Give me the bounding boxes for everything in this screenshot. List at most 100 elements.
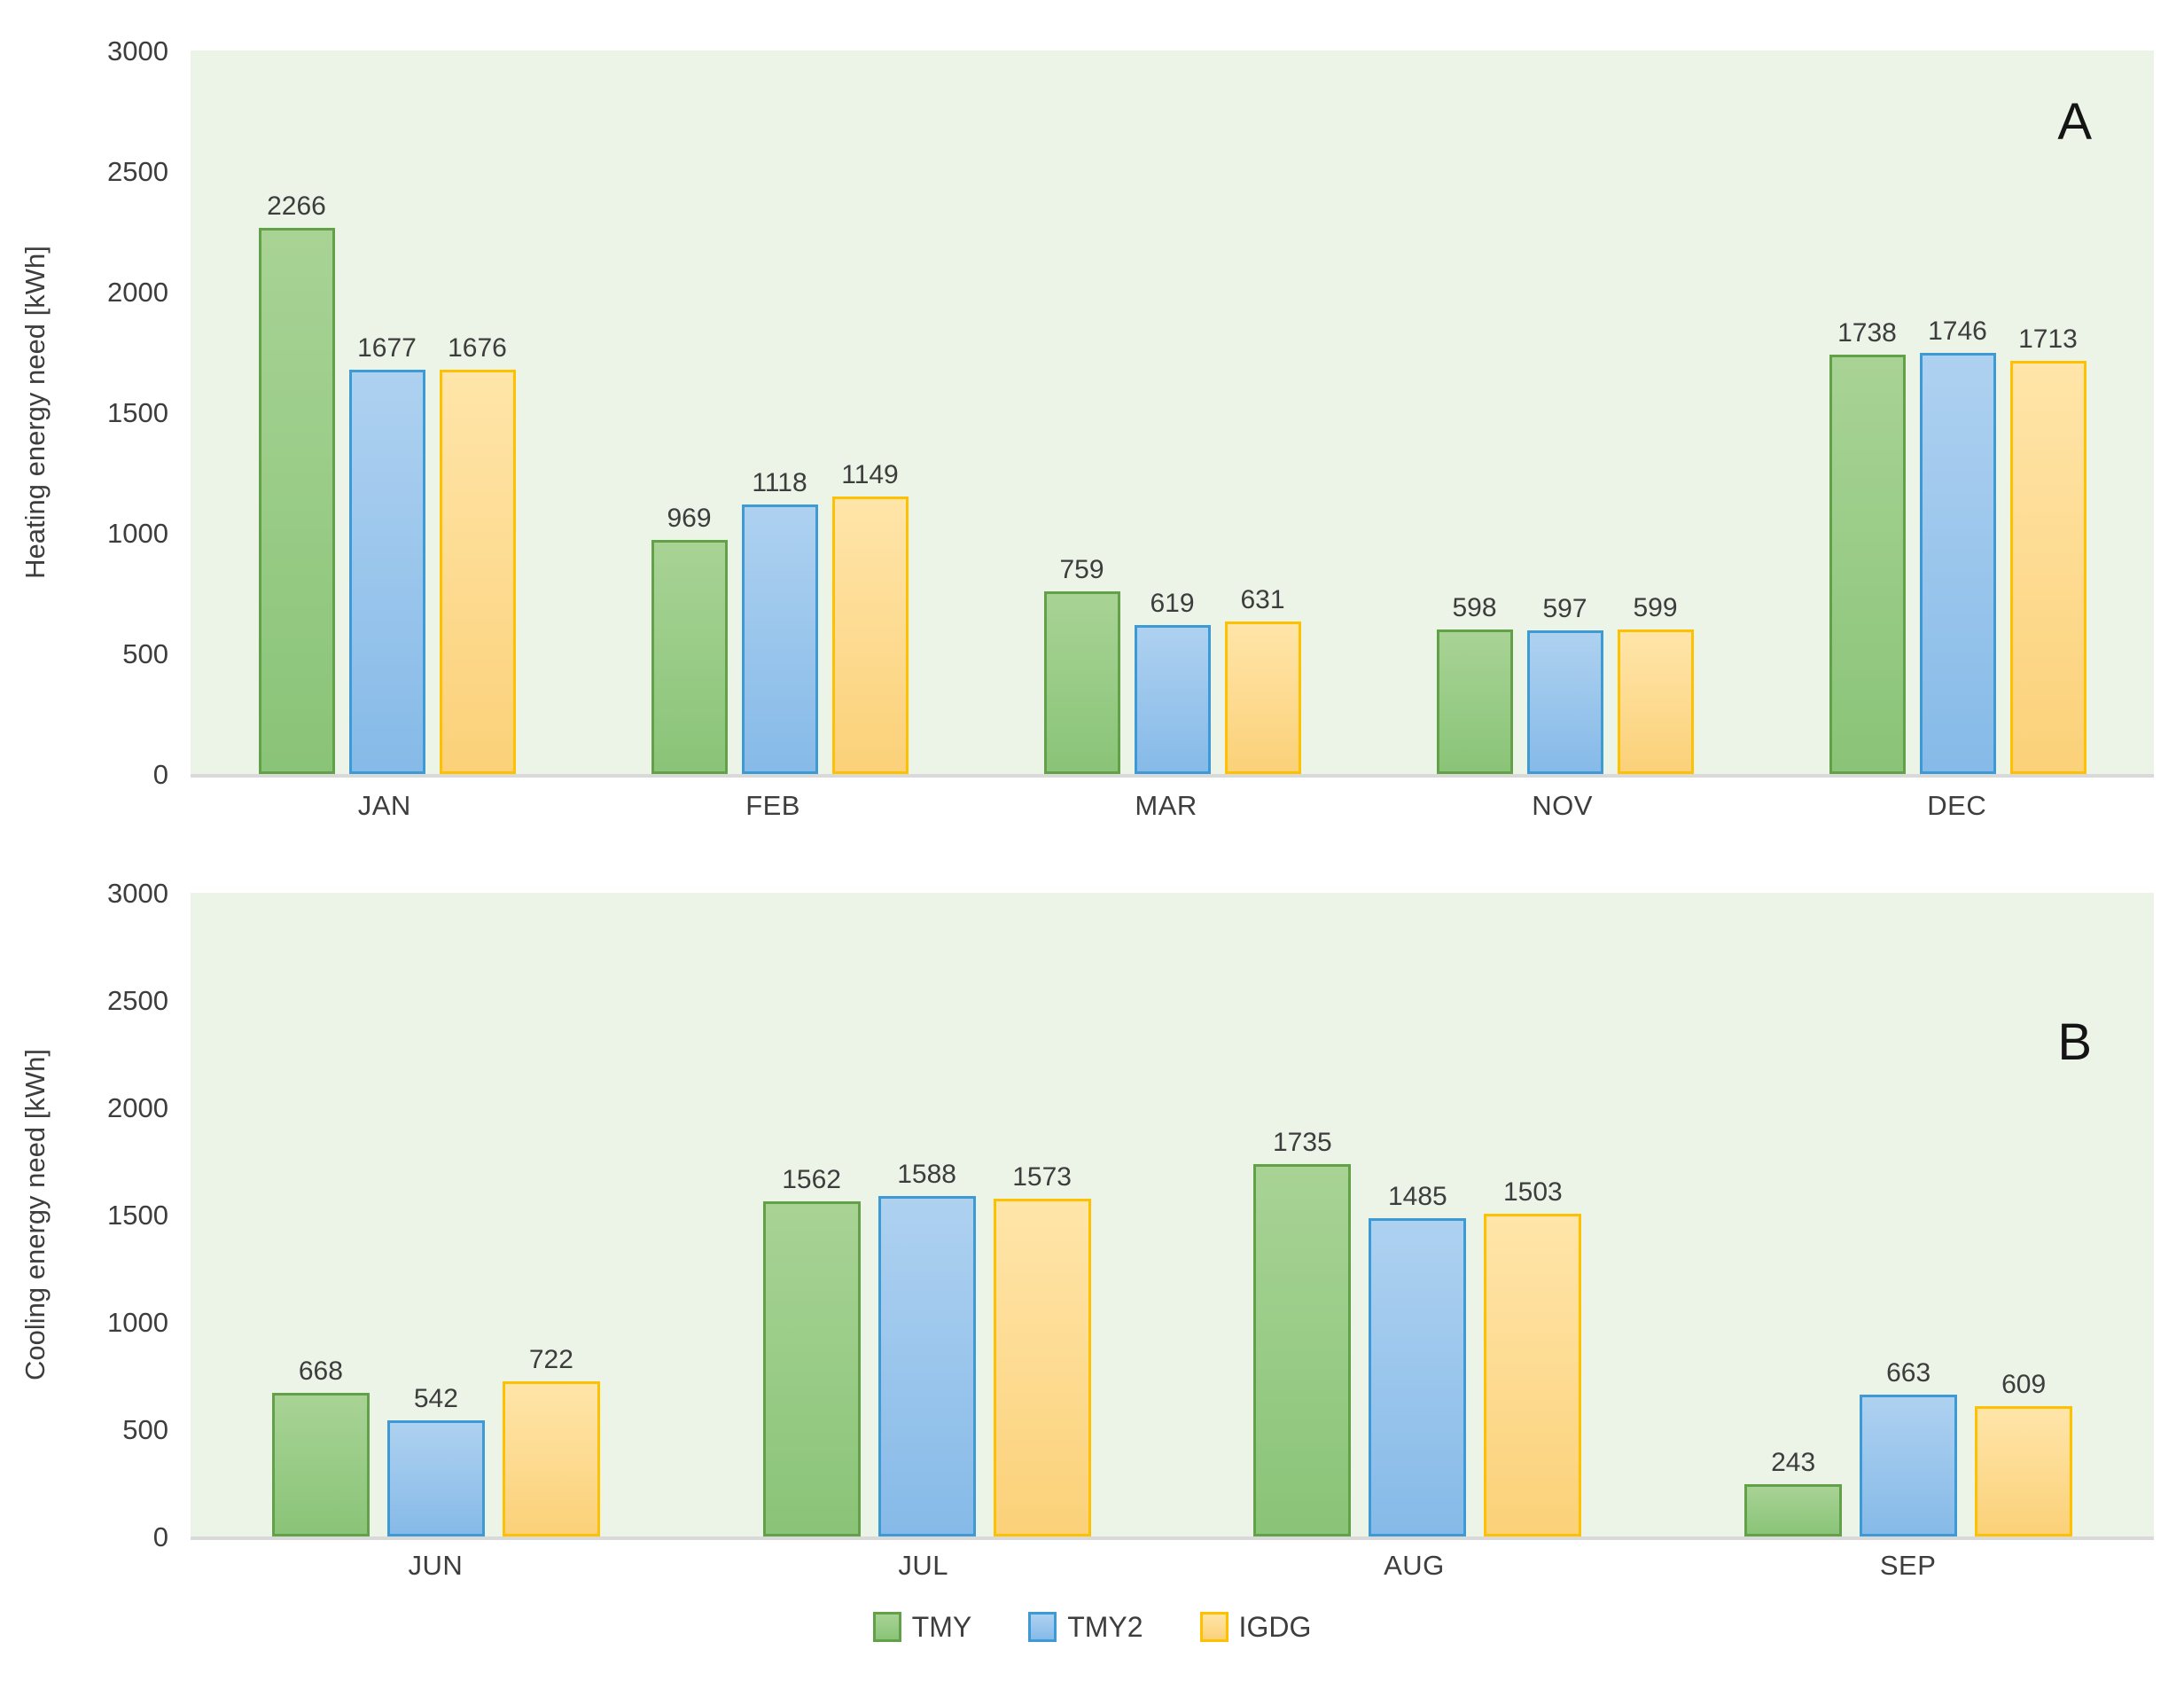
bar-group-mar: 759 619 631	[1043, 51, 1301, 774]
bar-value-label: 1149	[841, 460, 899, 490]
bar-value-label: 1485	[1388, 1181, 1447, 1211]
igdg-bar-sep	[1975, 1405, 2073, 1536]
tmy2-bar-feb	[741, 504, 818, 774]
bar-group-nov: 598 597 599	[1436, 51, 1694, 774]
bar-value-label: 599	[1633, 593, 1678, 623]
bar-group-feb: 969 1118 1149	[651, 51, 909, 774]
x-category-label-feb: FEB	[745, 790, 800, 821]
bar-value-label: 597	[1542, 593, 1587, 623]
legend: TMY TMY2 IGDG	[0, 1612, 2184, 1642]
y-tick-label: 2500	[107, 156, 168, 187]
x-axis-labels: JAN FEB MAR NOV DEC	[191, 792, 2154, 819]
bar-wrap: 599	[1617, 51, 1694, 774]
bar-value-label: 1503	[1503, 1177, 1563, 1208]
bar-wrap: 1746	[1919, 51, 1996, 774]
legend-label: TMY2	[1067, 1611, 1143, 1643]
bar-wrap: 1562	[762, 893, 861, 1536]
x-axis-labels: JUN JUL AUG SEP	[191, 1552, 2154, 1579]
igdg-bar-aug	[1484, 1214, 1582, 1536]
bar-wrap: 243	[1744, 893, 1843, 1536]
tmy-bar-dec	[1829, 355, 1906, 774]
y-tick-label: 500	[122, 638, 168, 669]
y-tick-label: 3000	[107, 35, 168, 66]
bar-wrap: 1735	[1253, 893, 1352, 1536]
x-category-label-sep: SEP	[1879, 1550, 1937, 1581]
bar-wrap: 722	[502, 893, 600, 1536]
x-category-label-mar: MAR	[1135, 790, 1197, 821]
legend-label: IGDG	[1238, 1611, 1312, 1643]
tmy2-bar-nov	[1526, 629, 1603, 774]
x-category-label-jul: JUL	[898, 1550, 949, 1581]
y-axis-ticks: 3000 2500 2000 1500 1000 500 0	[0, 0, 168, 842]
tmy-bar-jan	[258, 227, 335, 774]
legend-label: TMY	[911, 1611, 972, 1643]
bar-wrap: 1503	[1484, 893, 1582, 1536]
x-category-label-dec: DEC	[1927, 790, 1987, 821]
bar-value-label: 619	[1150, 588, 1195, 618]
panel-label: A	[2057, 93, 2092, 151]
y-tick-label: 2500	[107, 985, 168, 1016]
bar-value-label: 243	[1771, 1448, 1816, 1478]
bar-wrap: 1676	[439, 51, 516, 774]
igdg-bar-jun	[502, 1381, 600, 1536]
bar-value-label: 542	[413, 1383, 458, 1413]
y-tick-label: 2000	[107, 277, 168, 308]
igdg-bar-mar	[1224, 622, 1301, 774]
panel-label: B	[2057, 1013, 2092, 1071]
y-tick-label: 1000	[107, 1307, 168, 1338]
igdg-bar-nov	[1617, 629, 1694, 774]
legend-item-tmy2: TMY2	[1028, 1612, 1143, 1642]
y-axis-ticks: 3000 2500 2000 1500 1000 500 0	[0, 842, 168, 1614]
tmy2-bar-sep	[1860, 1394, 1958, 1536]
tmy2-swatch-icon	[1028, 1612, 1057, 1642]
bar-wrap: 668	[271, 893, 370, 1536]
bar-wrap: 1118	[741, 51, 818, 774]
bar-wrap: 609	[1975, 893, 2073, 1536]
tmy-bar-jun	[271, 1393, 370, 1536]
bar-wrap: 597	[1526, 51, 1603, 774]
bar-value-label: 969	[667, 504, 712, 534]
tmy2-bar-jan	[348, 369, 425, 774]
igdg-bar-jul	[993, 1199, 1091, 1536]
igdg-bar-feb	[831, 496, 909, 774]
y-tick-label: 1000	[107, 518, 168, 549]
tmy-bar-feb	[651, 540, 728, 774]
plot-area: B 668 542 722 1562 1588 1573 1735 1485 1503 243 66…	[191, 893, 2154, 1540]
legend-item-tmy: TMY	[872, 1611, 972, 1643]
y-tick-label: 3000	[107, 878, 168, 909]
x-category-label-aug: AUG	[1384, 1550, 1445, 1581]
tmy-swatch-icon	[872, 1612, 901, 1642]
bar-value-label: 1735	[1273, 1128, 1332, 1158]
plot-area: A 2266 1677 1676 969 1118 1149 759 619 631 598 597…	[191, 51, 2154, 778]
y-tick-label: 0	[152, 759, 168, 790]
igdg-bar-dec	[2009, 361, 2086, 774]
bar-value-label: 1746	[1928, 317, 1987, 347]
bar-group-aug: 1735 1485 1503	[1253, 893, 1582, 1536]
bar-wrap: 1677	[348, 51, 425, 774]
bar-value-label: 1573	[1012, 1162, 1072, 1192]
tmy2-bar-mar	[1134, 624, 1211, 774]
heating-chart-panel: Heating energy need [kWh] 3000 2500 2000 15…	[0, 0, 2154, 842]
bar-value-label: 668	[298, 1357, 343, 1387]
bar-value-label: 2266	[267, 191, 326, 221]
bar-value-label: 722	[528, 1345, 573, 1375]
legend-item-igdg: IGDG	[1199, 1611, 1312, 1643]
tmy-bar-jul	[762, 1201, 861, 1536]
tmy2-bar-jul	[878, 1195, 976, 1536]
x-category-label-jan: JAN	[357, 790, 411, 821]
bar-value-label: 1676	[448, 333, 507, 364]
igdg-swatch-icon	[1199, 1612, 1228, 1642]
bar-value-label: 759	[1059, 554, 1104, 584]
bar-group-jan: 2266 1677 1676	[258, 51, 516, 774]
tmy-bar-sep	[1744, 1484, 1843, 1536]
bar-value-label: 1118	[752, 467, 807, 497]
bar-value-label: 1588	[897, 1159, 956, 1189]
tmy2-bar-aug	[1369, 1217, 1467, 1536]
bar-wrap: 2266	[258, 51, 335, 774]
x-category-label-jun: JUN	[408, 1550, 464, 1581]
bar-wrap: 1149	[831, 51, 909, 774]
tmy-bar-mar	[1043, 590, 1120, 774]
bar-value-label: 1713	[2018, 324, 2078, 355]
bar-wrap: 1738	[1829, 51, 1906, 774]
bar-wrap: 619	[1134, 51, 1211, 774]
